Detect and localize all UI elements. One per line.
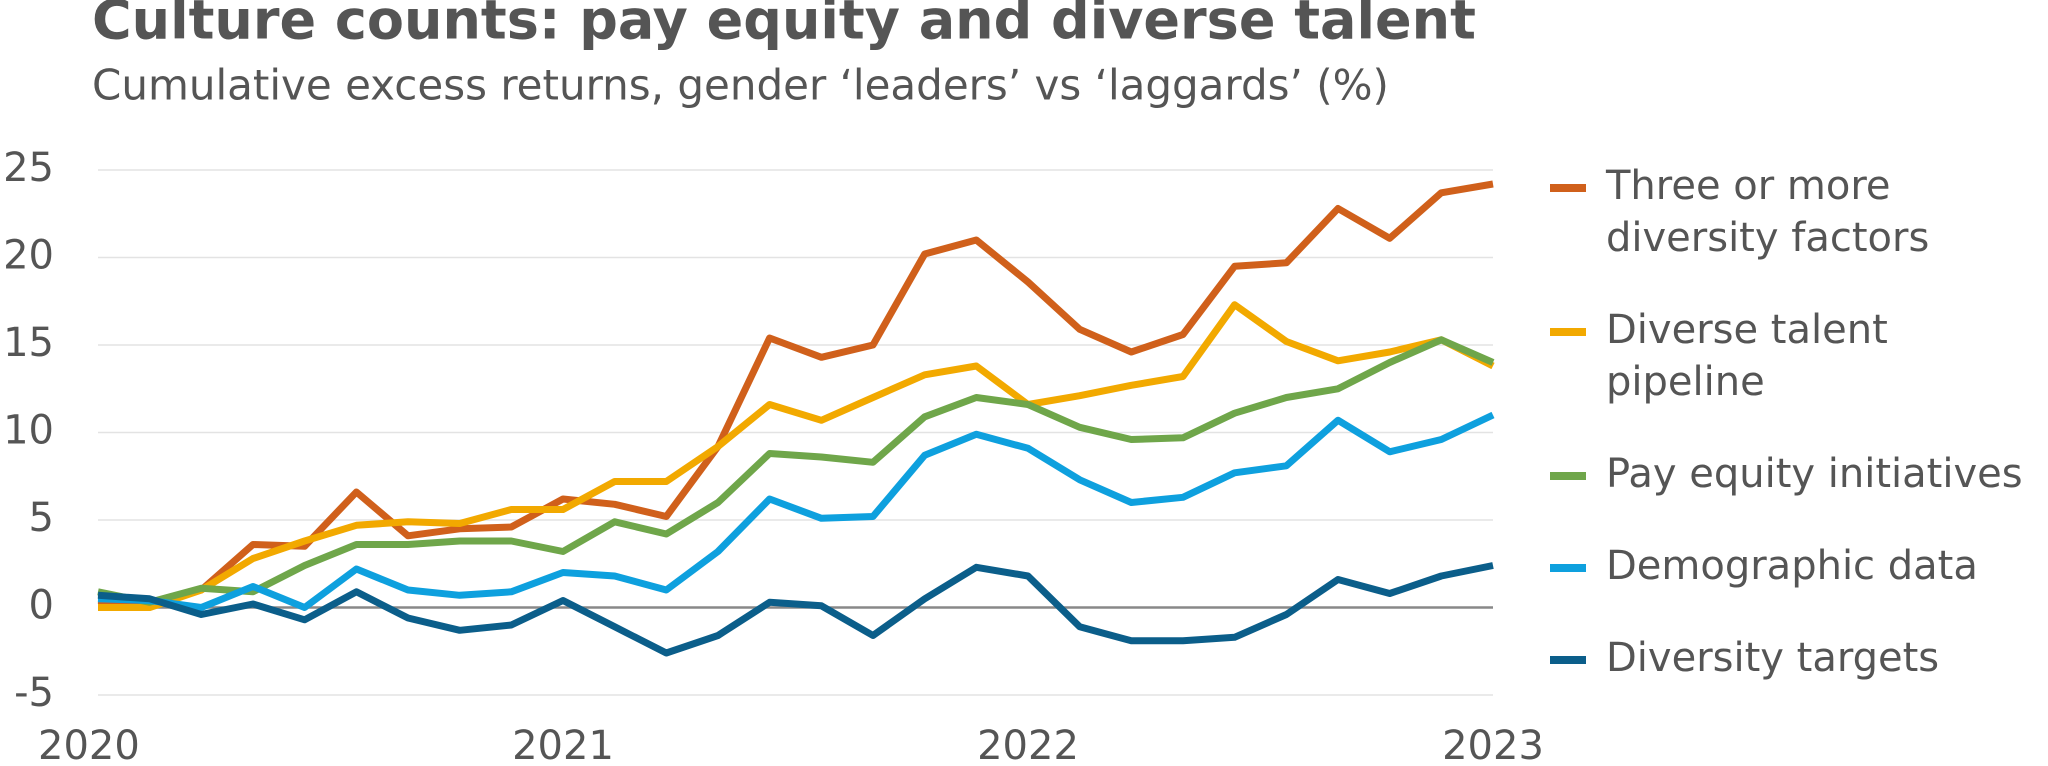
- legend-label: Pay equity initiatives: [1606, 451, 2023, 497]
- legend-swatch: [1550, 472, 1586, 480]
- legend-label: Diversity targets: [1606, 635, 1940, 681]
- series-line: [97, 562, 1494, 657]
- y-tick-label: 20: [3, 233, 54, 279]
- x-tick-label: 2022: [977, 723, 1079, 766]
- legend: Three or more diversity factors Diverse t…: [1550, 160, 2040, 724]
- x-tick-label: 2020: [38, 723, 140, 766]
- legend-swatch: [1550, 184, 1586, 192]
- chart-title: Culture counts: pay equity and diverse t…: [92, 0, 1476, 52]
- y-tick-label: -5: [14, 670, 54, 716]
- series-line: [97, 411, 1495, 611]
- legend-item: Diverse talent pipeline: [1550, 304, 2040, 408]
- legend-label: Diverse talent pipeline: [1606, 307, 1888, 405]
- series-line: [98, 301, 1495, 611]
- legend-item: Three or more diversity factors: [1550, 160, 2040, 264]
- legend-label: Demographic data: [1606, 543, 1978, 589]
- legend-label: Three or more diversity factors: [1606, 163, 1930, 261]
- x-tick-label: 2023: [1442, 723, 1544, 766]
- y-tick-label: 10: [3, 408, 54, 454]
- y-tick-label: 5: [29, 495, 54, 541]
- x-tick-label: 2021: [512, 723, 614, 766]
- legend-swatch: [1550, 656, 1586, 664]
- chart-subtitle: Cumulative excess returns, gender ‘leade…: [92, 61, 1389, 110]
- legend-item: Pay equity initiatives: [1550, 448, 2040, 500]
- series-line: [97, 336, 1495, 606]
- series-line: [97, 180, 1494, 606]
- legend-swatch: [1550, 328, 1586, 336]
- y-tick-label: 15: [3, 320, 54, 366]
- legend-swatch: [1550, 564, 1586, 572]
- y-tick-label: 0: [29, 583, 54, 629]
- legend-item: Demographic data: [1550, 540, 2040, 592]
- legend-item: Diversity targets: [1550, 632, 2040, 684]
- y-tick-label: 25: [3, 145, 54, 191]
